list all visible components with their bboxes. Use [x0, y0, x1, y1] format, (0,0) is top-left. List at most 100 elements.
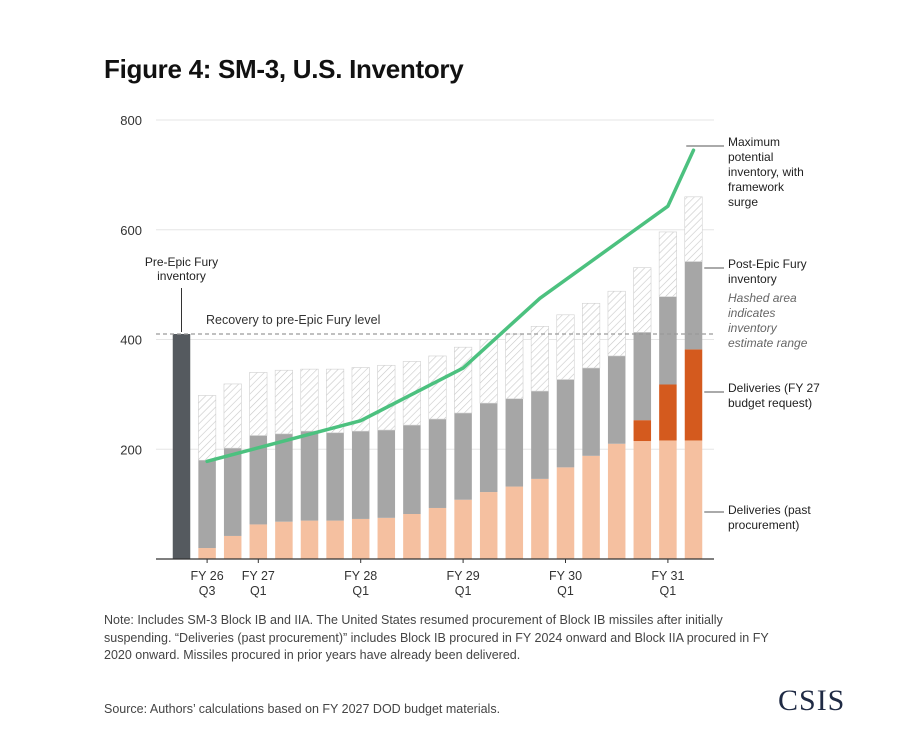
bar-pre-epic-fury: [172, 334, 191, 559]
csis-logo: CSIS: [778, 684, 846, 717]
bars: [172, 196, 703, 559]
bar-segment-past-deliveries: [403, 514, 421, 559]
x-tick-label: FY 31: [651, 569, 684, 583]
bar-segment-estimate-range: [351, 367, 370, 432]
bar-segment-past-deliveries: [633, 441, 652, 559]
bar-segment-post-epic-inventory: [428, 419, 447, 508]
bar-segment-post-epic-inventory: [479, 403, 498, 493]
x-tick-label: Q1: [455, 584, 472, 598]
bar-segment-past-deliveries: [479, 492, 498, 559]
bar-segment-estimate-range: [377, 364, 396, 431]
legend-label-hatch: Hashed area: [728, 291, 797, 305]
y-tick-label: 400: [120, 333, 142, 348]
bar-segment-past-deliveries: [607, 443, 626, 559]
bar-segment-estimate-range: [658, 231, 677, 297]
legend-label-fy27: Deliveries (FY 27: [728, 381, 820, 395]
bar-segment-past-deliveries: [556, 467, 575, 559]
annotations: Recovery to pre-Epic Fury level Pre-Epic …: [145, 255, 714, 335]
legend-label-max: Maximum: [728, 135, 780, 149]
pre-epic-label-line2: inventory: [157, 269, 206, 283]
legend-label-post: inventory: [728, 272, 777, 286]
bar-segment-past-deliveries: [659, 440, 677, 559]
bar-segment-fy27-deliveries: [659, 384, 677, 441]
chart-note: Note: Includes SM-3 Block IB and IIA. Th…: [104, 613, 769, 662]
bar-segment-estimate-range: [300, 368, 319, 432]
bar-segment-fy27-deliveries: [633, 420, 652, 442]
bar-segment-estimate-range: [479, 339, 498, 404]
x-tick-label: FY 30: [549, 569, 582, 583]
pre-epic-label-line1: Pre-Epic Fury: [145, 255, 218, 269]
chart-title: Figure 4: SM-3, U.S. Inventory: [104, 54, 464, 84]
bar-segment-past-deliveries: [223, 535, 242, 559]
inventory-chart: Recovery to pre-Epic Fury level Pre-Epic …: [120, 113, 820, 598]
bar-segment-post-epic-inventory: [633, 332, 652, 421]
y-tick-label: 200: [120, 442, 142, 457]
legend-label-max: surge: [728, 195, 758, 209]
bar-segment-post-epic-inventory: [403, 425, 421, 515]
x-tick-label: Q1: [352, 584, 369, 598]
bar-segment-post-epic-inventory: [505, 398, 524, 487]
max-potential-line: [205, 148, 696, 464]
bar-segment-past-deliveries: [249, 524, 268, 559]
max-potential-line-group: [205, 148, 696, 464]
bar-segment-past-deliveries: [454, 499, 472, 559]
bar-segment-post-epic-inventory: [275, 433, 293, 522]
legend-label-post: Post-Epic Fury: [728, 257, 807, 271]
bar-segment-past-deliveries: [531, 478, 549, 559]
bar-segment-post-epic-inventory: [582, 368, 600, 456]
bar-segment-estimate-range: [428, 355, 447, 420]
bar-segment-post-epic-inventory: [377, 430, 396, 518]
bar-segment-past-deliveries: [326, 520, 344, 559]
legend-label-max: potential: [728, 150, 773, 164]
legend-label-max: inventory, with: [728, 165, 804, 179]
bar-segment-estimate-range: [684, 196, 703, 262]
legend-label-hatch: inventory: [728, 321, 778, 335]
bar-segment-post-epic-inventory: [531, 391, 549, 479]
bar-segment-estimate-range: [198, 395, 217, 461]
bar-segment-past-deliveries: [275, 521, 293, 559]
x-tick-label: FY 26: [191, 569, 224, 583]
bar-segment-past-deliveries: [300, 520, 319, 559]
bar-segment-past-deliveries: [377, 517, 396, 559]
y-tick-label: 800: [120, 113, 142, 128]
bar-segment-post-epic-inventory: [223, 448, 242, 536]
x-tick-label: Q1: [557, 584, 574, 598]
bar-segment-past-deliveries: [684, 440, 703, 559]
x-tick-label: Q1: [660, 584, 677, 598]
bar-segment-post-epic-inventory: [607, 355, 626, 444]
bar-segment-post-epic-inventory: [556, 379, 575, 468]
bar-segment-past-deliveries: [505, 486, 524, 559]
bar-segment-post-epic-inventory: [454, 413, 472, 500]
bar-segment-estimate-range: [530, 326, 549, 392]
x-tick-label: FY 29: [447, 569, 480, 583]
bar-segment-estimate-range: [633, 267, 652, 333]
y-tick-label: 600: [120, 223, 142, 238]
x-tick-label: FY 27: [242, 569, 275, 583]
bar-segment-estimate-range: [454, 346, 473, 414]
x-tick-label: Q3: [199, 584, 216, 598]
bar-segment-post-epic-inventory: [659, 296, 677, 385]
bar-segment-past-deliveries: [198, 548, 216, 559]
bar-segment-past-deliveries: [351, 518, 370, 559]
bar-segment-post-epic-inventory: [351, 431, 370, 519]
bar-segment-fy27-deliveries: [684, 349, 703, 441]
bar-segment-estimate-range: [326, 368, 345, 434]
legend-label-max: framework: [728, 180, 785, 194]
bar-segment-post-epic-inventory: [249, 435, 268, 525]
bar-segment-post-epic-inventory: [300, 431, 319, 521]
bar-segment-estimate-range: [223, 383, 242, 449]
bar-segment-estimate-range: [607, 290, 626, 357]
bar-segment-past-deliveries: [582, 455, 600, 559]
recovery-level-label: Recovery to pre-Epic Fury level: [206, 313, 380, 327]
legend-label-past: Deliveries (past: [728, 503, 811, 517]
legend-label-past: procurement): [728, 518, 799, 532]
legend-label-hatch: indicates: [728, 306, 775, 320]
bar-segment-past-deliveries: [428, 507, 447, 559]
bar-segment-estimate-range: [582, 302, 601, 369]
bar-segment-estimate-range: [274, 369, 293, 435]
legend-label-fy27: budget request): [728, 396, 812, 410]
bar-segment-post-epic-inventory: [684, 261, 703, 350]
x-tick-label: Q1: [250, 584, 267, 598]
